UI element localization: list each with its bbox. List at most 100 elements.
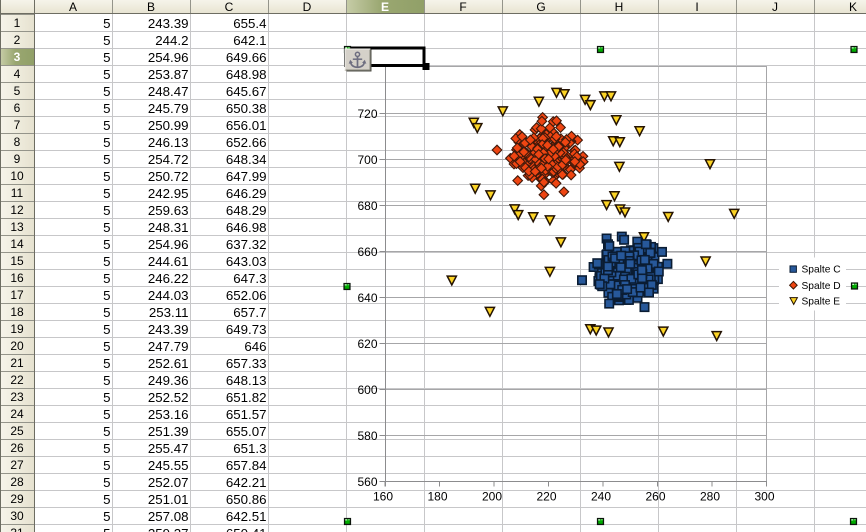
svg-text:243.39: 243.39	[148, 322, 189, 337]
svg-text:6: 6	[14, 101, 21, 115]
svg-text:19: 19	[10, 322, 24, 336]
svg-text:244.2: 244.2	[155, 33, 188, 48]
svg-text:5: 5	[103, 458, 110, 473]
svg-text:244.61: 244.61	[148, 254, 189, 269]
svg-text:5: 5	[103, 67, 110, 82]
svg-text:250.72: 250.72	[148, 169, 189, 184]
svg-text:657.84: 657.84	[226, 458, 267, 473]
svg-text:5: 5	[103, 475, 110, 490]
svg-text:259.27: 259.27	[148, 526, 189, 532]
svg-text:254.72: 254.72	[148, 152, 189, 167]
svg-text:255.47: 255.47	[148, 441, 189, 456]
svg-text:5: 5	[103, 186, 110, 201]
svg-text:560: 560	[357, 475, 377, 489]
svg-text:650.38: 650.38	[226, 101, 267, 116]
svg-text:16: 16	[10, 271, 24, 285]
svg-text:580: 580	[357, 429, 377, 443]
svg-text:180: 180	[427, 490, 447, 504]
svg-text:5: 5	[103, 492, 110, 507]
svg-text:5: 5	[103, 203, 110, 218]
svg-text:G: G	[536, 0, 545, 14]
svg-text:657.7: 657.7	[233, 305, 266, 320]
svg-text:24: 24	[10, 407, 24, 421]
svg-text:29: 29	[10, 492, 24, 506]
svg-text:5: 5	[103, 220, 110, 235]
svg-text:13: 13	[10, 220, 24, 234]
svg-text:259.63: 259.63	[148, 203, 189, 218]
svg-text:620: 620	[357, 337, 377, 351]
svg-text:246.13: 246.13	[148, 135, 189, 150]
svg-text:8: 8	[14, 135, 21, 149]
svg-text:5: 5	[103, 152, 110, 167]
svg-text:248.47: 248.47	[148, 84, 189, 99]
svg-text:649.66: 649.66	[226, 50, 267, 65]
svg-text:5: 5	[103, 101, 110, 116]
svg-text:646: 646	[244, 339, 266, 354]
svg-text:220: 220	[536, 490, 556, 504]
svg-text:5: 5	[103, 135, 110, 150]
svg-text:280: 280	[700, 490, 720, 504]
svg-text:642.51: 642.51	[226, 509, 267, 524]
svg-text:5: 5	[103, 526, 110, 532]
svg-text:5: 5	[103, 169, 110, 184]
svg-text:657.33: 657.33	[226, 356, 267, 371]
svg-text:680: 680	[357, 199, 377, 213]
svg-text:5: 5	[103, 118, 110, 133]
svg-text:F: F	[459, 0, 466, 14]
svg-text:643.03: 643.03	[226, 254, 267, 269]
svg-text:200: 200	[482, 490, 502, 504]
svg-text:7: 7	[14, 118, 21, 132]
svg-text:5: 5	[103, 339, 110, 354]
svg-text:5: 5	[103, 50, 110, 65]
svg-text:647.3: 647.3	[233, 271, 266, 286]
svg-text:648.98: 648.98	[226, 67, 267, 82]
svg-text:5: 5	[103, 254, 110, 269]
svg-text:5: 5	[103, 373, 110, 388]
svg-text:651.57: 651.57	[226, 407, 267, 422]
svg-text:640: 640	[357, 291, 377, 305]
svg-text:642.21: 642.21	[226, 475, 267, 490]
svg-text:31: 31	[10, 526, 24, 532]
svg-text:5: 5	[103, 322, 110, 337]
svg-text:5: 5	[103, 237, 110, 252]
svg-text:260: 260	[645, 490, 665, 504]
svg-text:5: 5	[103, 288, 110, 303]
svg-text:5: 5	[103, 271, 110, 286]
svg-text:23: 23	[10, 390, 24, 404]
svg-text:20: 20	[10, 339, 24, 353]
svg-text:21: 21	[10, 356, 24, 370]
svg-text:651.3: 651.3	[233, 441, 266, 456]
svg-text:244.03: 244.03	[148, 288, 189, 303]
svg-text:D: D	[303, 0, 312, 14]
svg-text:E: E	[381, 0, 389, 14]
svg-text:2: 2	[14, 33, 21, 47]
svg-text:253.87: 253.87	[148, 67, 189, 82]
svg-text:5: 5	[103, 390, 110, 405]
svg-text:14: 14	[10, 237, 24, 251]
svg-text:15: 15	[10, 254, 24, 268]
svg-text:A: A	[69, 0, 77, 14]
svg-text:5: 5	[103, 84, 110, 99]
svg-text:648.34: 648.34	[226, 152, 267, 167]
svg-text:10: 10	[10, 169, 24, 183]
svg-text:4: 4	[14, 67, 21, 81]
svg-text:Spalte E: Spalte E	[802, 297, 841, 308]
svg-text:245.55: 245.55	[148, 458, 189, 473]
svg-text:26: 26	[10, 441, 24, 455]
svg-text:I: I	[695, 0, 698, 14]
svg-text:257.08: 257.08	[148, 509, 189, 524]
svg-text:Spalte D: Spalte D	[802, 281, 841, 292]
svg-text:251.01: 251.01	[148, 492, 189, 507]
svg-text:22: 22	[10, 373, 24, 387]
svg-text:646.98: 646.98	[226, 220, 267, 235]
svg-text:652.66: 652.66	[226, 135, 267, 150]
svg-text:648.13: 648.13	[226, 373, 267, 388]
svg-text:5: 5	[103, 441, 110, 456]
svg-text:656.01: 656.01	[226, 118, 267, 133]
svg-text:600: 600	[357, 383, 377, 397]
svg-text:254.96: 254.96	[148, 50, 189, 65]
svg-text:253.11: 253.11	[149, 305, 189, 320]
svg-text:12: 12	[10, 203, 24, 217]
svg-text:B: B	[147, 0, 155, 14]
svg-text:245.79: 245.79	[148, 101, 189, 116]
